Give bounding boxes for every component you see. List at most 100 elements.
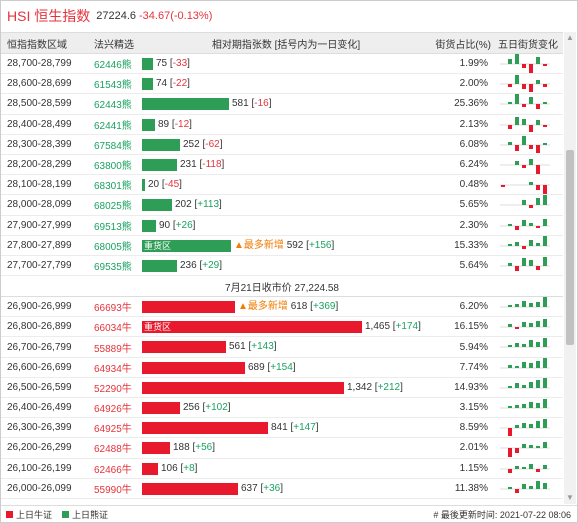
table-row[interactable]: 27,800-27,899 68005熊 重货区 ▲最多新增 592 [+156] 15… — [1, 235, 563, 256]
ratio-bar-cell: ▲最多新增 618 [+369] — [140, 297, 432, 316]
warrant-code-link[interactable]: 68005熊 — [94, 241, 132, 253]
warrant-code-link[interactable]: 64926牛 — [94, 404, 132, 416]
mini-bar — [522, 219, 526, 226]
mini-bar — [529, 239, 533, 246]
warrant-code-link[interactable]: 62443熊 — [94, 100, 132, 112]
table-row[interactable]: 26,200-26,299 62488牛 188 [+56] 2.01% — [1, 438, 563, 459]
five-day-chart-cell — [492, 317, 558, 336]
daily-change: -62 — [205, 138, 220, 150]
table-row[interactable]: 27,900-27,999 69513熊 90 [+26] 2.30% — [1, 216, 563, 236]
legend-footer: 上日牛证 上日熊证 # 最後更新时间: 2021-07-22 08:06 — [1, 505, 577, 522]
mini-bar — [543, 235, 547, 246]
table-row[interactable]: 26,300-26,399 64925牛 841 [+147] 8.59% — [1, 418, 563, 439]
warrant-code-link[interactable]: 55990牛 — [94, 484, 132, 496]
ratio-value: 74 [-22] — [156, 78, 190, 90]
warrant-code-link[interactable]: 62488牛 — [94, 444, 132, 456]
table-row[interactable]: 26,700-26,799 55889牛 561 [+143] 5.94% — [1, 337, 563, 358]
index-name[interactable]: HSI 恒生指数 — [7, 8, 91, 24]
warrant-code-link[interactable]: 66034牛 — [94, 323, 132, 335]
mini-bar — [515, 343, 519, 348]
warrant-code-link[interactable]: 52290牛 — [94, 383, 132, 395]
most-added-tag: ▲最多新增 — [238, 301, 291, 313]
bear-legend-label: 上日熊证 — [72, 509, 109, 520]
range-cell: 28,000-28,099 — [7, 199, 72, 211]
table-row[interactable]: 26,800-26,899 66034牛 重货区 1,465 [+174] 16.15% — [1, 317, 563, 338]
warrant-code-link[interactable]: 64934牛 — [94, 363, 132, 375]
ratio-bar-cell: 1,342 [+212] — [140, 378, 432, 397]
warrant-code-link[interactable]: 62446熊 — [94, 60, 132, 72]
ratio-bar-cell: 74 [-22] — [140, 74, 432, 93]
table-row[interactable]: 28,500-28,599 62443熊 581 [-16] 25.36% — [1, 94, 563, 115]
mini-bar — [508, 84, 512, 88]
mini-bar — [522, 257, 526, 266]
five-day-sparkbar — [500, 218, 550, 230]
warrant-code-link[interactable]: 55889牛 — [94, 343, 132, 355]
daily-change: -33 — [172, 58, 188, 69]
table-row[interactable]: 26,500-26,599 52290牛 1,342 [+212] 14.93% — [1, 377, 563, 398]
warrant-code-link[interactable]: 68301熊 — [94, 181, 132, 193]
mini-bar — [543, 319, 547, 328]
share-pct: 2.30% — [459, 219, 488, 231]
mini-bar — [515, 488, 519, 493]
daily-change: +212 — [377, 381, 401, 393]
ratio-number: 689 — [248, 361, 265, 373]
scrollbar[interactable]: ▲ ▼ — [564, 32, 576, 504]
table-row[interactable]: 26,400-26,499 64926牛 256 [+102] 3.15% — [1, 398, 563, 419]
five-day-chart-cell — [492, 459, 558, 478]
col-pct: 街货占比(%) — [435, 39, 491, 51]
range-cell: 28,200-28,299 — [7, 159, 72, 171]
mini-bar — [543, 124, 547, 127]
table-row[interactable]: 26,900-26,999 66693牛 ▲最多新增 618 [+369] 6.20% — [1, 297, 563, 318]
ratio-bar-cell: 256 [+102] — [140, 398, 432, 417]
mini-bar — [522, 135, 526, 145]
table-row[interactable]: 28,300-28,399 67584熊 252 [-62] 6.08% — [1, 135, 563, 155]
share-pct: 11.38% — [454, 482, 488, 494]
scroll-up-icon[interactable]: ▲ — [566, 33, 574, 42]
warrant-code-link[interactable]: 69535熊 — [94, 261, 132, 273]
scroll-down-icon[interactable]: ▼ — [566, 493, 574, 502]
mini-bar — [515, 94, 519, 105]
warrant-code-link[interactable]: 66693牛 — [94, 303, 132, 315]
share-pct: 14.93% — [454, 381, 488, 393]
daily-change: +29 — [202, 259, 220, 271]
mini-bar — [508, 406, 512, 408]
warrant-code-link[interactable]: 67584熊 — [94, 140, 132, 152]
ratio-value: ▲最多新增 592 [+156] — [234, 239, 335, 251]
warrant-code-link[interactable]: 61543熊 — [94, 80, 132, 92]
warrant-code-link[interactable]: 68025熊 — [94, 201, 132, 213]
table-row[interactable]: 28,000-28,099 68025熊 202 [+113] 5.65% — [1, 195, 563, 216]
bear-legend-swatch — [62, 510, 70, 518]
table-row[interactable]: 28,100-28,199 68301熊 20 [-45] 0.48% — [1, 175, 563, 196]
share-pct: 5.64% — [459, 259, 488, 271]
mini-bar — [515, 405, 519, 408]
table-row[interactable]: 26,000-26,099 55990牛 637 [+36] 11.38% — [1, 479, 563, 499]
five-day-chart-cell — [492, 115, 558, 134]
warrant-code-link[interactable]: 64925牛 — [94, 424, 132, 436]
ratio-value: 20 [-45] — [148, 179, 182, 191]
table-row[interactable]: 26,600-26,699 64934牛 689 [+154] 7.74% — [1, 357, 563, 378]
warrant-code-link[interactable]: 63800熊 — [94, 161, 132, 173]
table-row[interactable]: 28,700-28,799 62446熊 75 [-33] 1.99% — [1, 54, 563, 75]
mini-bar — [536, 57, 540, 64]
five-day-chart-cell — [492, 377, 558, 397]
five-day-chart-cell — [492, 74, 558, 93]
range-cell: 26,400-26,499 — [7, 402, 72, 414]
warrant-code-link[interactable]: 69513熊 — [94, 221, 132, 233]
ratio-value: 231 [-118] — [180, 158, 225, 170]
ratio-number: 106 — [161, 462, 178, 474]
table-row[interactable]: 28,400-28,499 62441熊 89 [-12] 2.13% — [1, 115, 563, 135]
mini-bar — [522, 466, 526, 469]
table-row[interactable]: 28,600-28,699 61543熊 74 [-22] 2.00% — [1, 74, 563, 95]
mini-bar — [522, 104, 526, 108]
table-row[interactable]: 28,200-28,299 63800熊 231 [-118] 6.24% — [1, 155, 563, 176]
warrant-code-link[interactable]: 62441熊 — [94, 120, 132, 132]
five-day-sparkbar — [500, 135, 550, 153]
ratio-bar-cell: 689 [+154] — [140, 358, 432, 377]
scroll-thumb[interactable] — [566, 150, 574, 345]
mini-bar — [543, 442, 547, 449]
range-cell: 28,400-28,499 — [7, 118, 72, 130]
table-row[interactable]: 26,100-26,199 62466牛 106 [+8] 1.15% — [1, 459, 563, 479]
mini-bar — [508, 262, 512, 266]
table-row[interactable]: 27,700-27,799 69535熊 236 [+29] 5.64% — [1, 256, 563, 277]
warrant-code-link[interactable]: 62466牛 — [94, 464, 132, 476]
